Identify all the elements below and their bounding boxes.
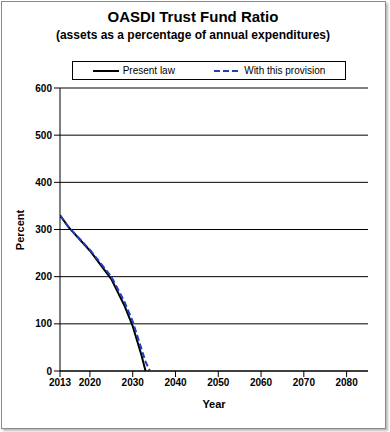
svg-text:2020: 2020 [79,377,102,388]
svg-text:600: 600 [35,83,52,94]
svg-text:2070: 2070 [293,377,316,388]
svg-text:2050: 2050 [207,377,230,388]
svg-text:2060: 2060 [250,377,273,388]
svg-text:2030: 2030 [122,377,145,388]
html-text:OASDI Trust Fund Ratio: OASDI Trust Fund Ratio [107,8,279,25]
html-text:Percent: Percent [14,209,26,251]
svg-text:300: 300 [35,224,52,235]
svg-text:200: 200 [35,271,52,282]
svg-text:2040: 2040 [164,377,187,388]
html-text:With this provision: With this provision [244,65,326,76]
svg-text:400: 400 [35,177,52,188]
svg-text:100: 100 [35,318,52,329]
html-text:Year: Year [202,398,226,410]
svg-text:2013: 2013 [49,377,72,388]
html-text:Present law: Present law [122,65,175,76]
svg-text:0: 0 [46,366,52,377]
svg-text:500: 500 [35,130,52,141]
html-text:(assets as a percentage of ann: (assets as a percentage of annual expend… [55,28,330,42]
svg-text:2080: 2080 [335,377,358,388]
